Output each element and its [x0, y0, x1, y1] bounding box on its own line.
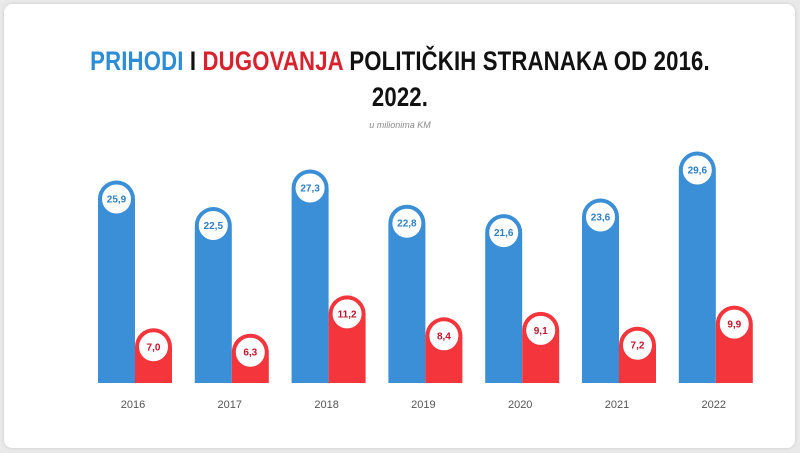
- debt-label-bubble: [427, 319, 461, 353]
- debt-data-label: 7,2: [631, 341, 645, 352]
- debt-data-label: 9,9: [727, 320, 741, 331]
- title-income-word: PRIHODI: [90, 46, 184, 76]
- income-data-label: 25,9: [107, 194, 127, 205]
- debt-label-bubble: [233, 335, 267, 369]
- income-label-bubble: [487, 216, 521, 250]
- x-tick-label: 2021: [605, 399, 629, 411]
- debt-label-bubble: [621, 328, 654, 362]
- income-bar: [388, 204, 426, 383]
- debt-label-bubble: [330, 297, 364, 331]
- debt-label-bubble: [717, 307, 751, 341]
- income-data-label: 23,6: [591, 212, 611, 223]
- income-label-bubble: [680, 153, 714, 187]
- debt-data-label: 11,2: [338, 309, 357, 320]
- x-tick-label: 2019: [411, 399, 435, 411]
- income-bar: [485, 214, 523, 383]
- debt-label-bubble: [137, 330, 170, 364]
- income-bar: [291, 169, 329, 383]
- income-data-label: 21,6: [494, 228, 514, 239]
- x-tick-label: 2020: [508, 399, 532, 411]
- debt-data-label: 8,4: [437, 331, 451, 342]
- income-bar: [98, 180, 135, 383]
- income-bar: [582, 198, 619, 383]
- income-label-bubble: [584, 200, 617, 234]
- chart-subtitle: u milionima KM: [369, 120, 431, 130]
- chart-title: PRIHODI I DUGOVANJA POLITIČKIH STRANAKA …: [72, 46, 728, 77]
- title-debt-word: DUGOVANJA: [202, 46, 344, 76]
- title-connector: I: [183, 46, 203, 76]
- x-tick-label: 2018: [314, 399, 338, 411]
- income-label-bubble: [100, 182, 133, 216]
- income-data-label: 22,8: [397, 219, 417, 230]
- income-data-label: 27,3: [300, 184, 320, 195]
- income-data-label: 29,6: [688, 166, 708, 177]
- income-label-bubble: [390, 206, 424, 240]
- x-tick-label: 2022: [702, 399, 726, 411]
- income-data-label: 22,5: [204, 221, 224, 232]
- income-label-bubble: [293, 171, 327, 205]
- debt-label-bubble: [524, 313, 558, 347]
- debt-data-label: 7,0: [147, 342, 161, 353]
- chart-title-line2: 2022.: [371, 82, 429, 112]
- x-tick-label: 2016: [121, 399, 145, 411]
- debt-data-label: 6,3: [243, 348, 257, 359]
- title-rest: POLITIČKIH STRANAKA OD 2016.: [343, 46, 710, 76]
- debt-data-label: 9,1: [534, 326, 548, 337]
- income-bar: [678, 151, 716, 383]
- x-tick-label: 2017: [218, 399, 242, 411]
- income-bar: [194, 207, 232, 383]
- income-label-bubble: [196, 209, 230, 243]
